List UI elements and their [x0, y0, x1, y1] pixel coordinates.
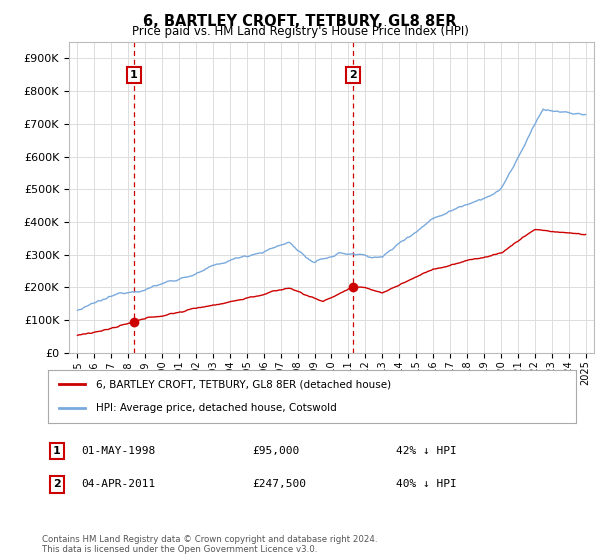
Text: 42% ↓ HPI: 42% ↓ HPI — [396, 446, 457, 456]
Text: Price paid vs. HM Land Registry's House Price Index (HPI): Price paid vs. HM Land Registry's House … — [131, 25, 469, 38]
Text: 1: 1 — [130, 69, 138, 80]
Text: Contains HM Land Registry data © Crown copyright and database right 2024.
This d: Contains HM Land Registry data © Crown c… — [42, 535, 377, 554]
Text: 40% ↓ HPI: 40% ↓ HPI — [396, 479, 457, 489]
Text: 6, BARTLEY CROFT, TETBURY, GL8 8ER (detached house): 6, BARTLEY CROFT, TETBURY, GL8 8ER (deta… — [95, 380, 391, 390]
Text: 01-MAY-1998: 01-MAY-1998 — [81, 446, 155, 456]
Text: 1: 1 — [53, 446, 61, 456]
Text: 2: 2 — [53, 479, 61, 489]
Text: 04-APR-2011: 04-APR-2011 — [81, 479, 155, 489]
Text: £247,500: £247,500 — [252, 479, 306, 489]
Text: 6, BARTLEY CROFT, TETBURY, GL8 8ER: 6, BARTLEY CROFT, TETBURY, GL8 8ER — [143, 14, 457, 29]
Text: 2: 2 — [349, 69, 356, 80]
Text: £95,000: £95,000 — [252, 446, 299, 456]
Text: HPI: Average price, detached house, Cotswold: HPI: Average price, detached house, Cots… — [95, 403, 336, 413]
